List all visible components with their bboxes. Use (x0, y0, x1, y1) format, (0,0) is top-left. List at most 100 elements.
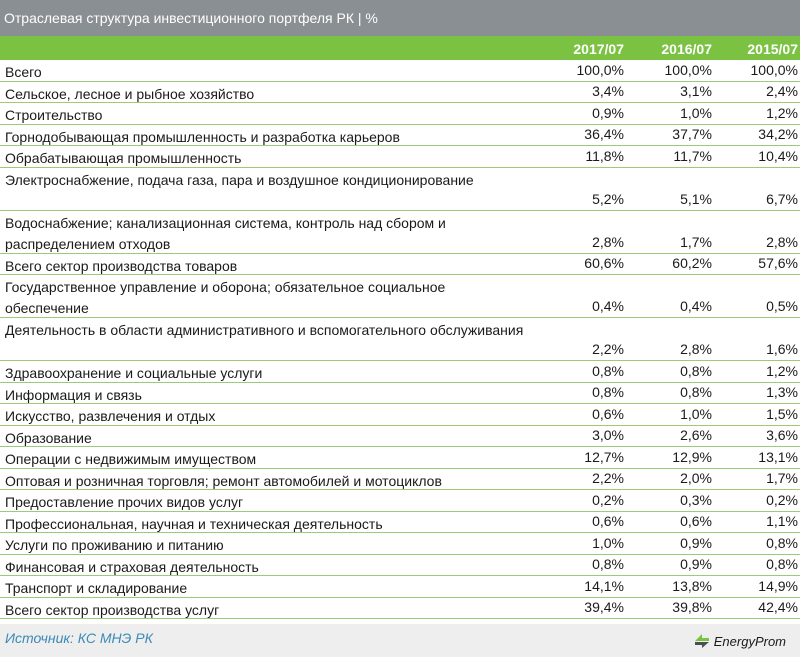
table-row: Деятельность в области административного… (0, 318, 800, 361)
row-value-2016-07: 1,7% (680, 233, 712, 250)
table-row: Всего сектор производства услуг 39,4% 39,8… (0, 598, 800, 619)
row-value-2015-07: 0,5% (766, 298, 798, 314)
energyprom-logo-icon (694, 634, 709, 648)
logo-text: EnergyProm (713, 633, 786, 649)
row-value-2015-07: 10,4% (758, 147, 798, 164)
row-value-2017-07: 14,1% (584, 577, 624, 594)
row-label: Строительство (5, 107, 103, 123)
row-value-2015-07: 1,7% (766, 470, 798, 486)
row-value-2016-07: 0,8% (680, 362, 712, 379)
row-value-2015-07: 1,6% (766, 341, 798, 357)
table-row: Строительство 0,9% 1,0% 1,2% (0, 103, 800, 125)
table-row: Горнодобывающая промышленность и разрабо… (0, 125, 800, 146)
row-value-2015-07: 100,0% (750, 61, 798, 78)
row-value-2015-07: 2,4% (766, 83, 798, 99)
row-value-2015-07: 1,3% (766, 384, 798, 400)
table-row: Сельское, лесное и рыбное хозяйство 3,4% 3… (0, 82, 800, 103)
row-value-2016-07: 13,8% (672, 577, 712, 594)
row-value-2015-07: 13,1% (758, 448, 798, 465)
row-label: Образование (5, 429, 92, 446)
row-value-2015-07: 0,8% (766, 534, 798, 551)
row-value-2015-07: 1,2% (766, 104, 798, 121)
table-header: 2017/07 2016/07 2015/07 (0, 36, 800, 60)
table-row: Всего сектор производства товаров 60,6% 60… (0, 254, 800, 275)
row-label: Электроснабжение, подача газа, пара и во… (5, 171, 474, 188)
row-value-2017-07: 2,2% (592, 341, 624, 357)
row-value-2016-07: 0,8% (680, 384, 712, 400)
row-value-2017-07: 0,4% (592, 298, 624, 314)
header-year-2016: 2016/07 (661, 41, 712, 57)
row-value-2016-07: 11,7% (673, 147, 712, 164)
row-value-2016-07: 3,1% (680, 83, 712, 99)
row-value-2015-07: 0,2% (766, 491, 798, 508)
row-value-2017-07: 3,0% (592, 427, 624, 443)
row-value-2015-07: 57,6% (758, 255, 798, 271)
row-value-2015-07: 14,9% (758, 577, 798, 594)
table-row: Информация и связь 0,8% 0,8% 1,3% (0, 383, 800, 404)
row-value-2015-07: 42,4% (758, 599, 798, 615)
row-value-2015-07: 1,5% (766, 405, 798, 422)
table-row: Искусство, развлечения и отдых 0,6% 1,0% 1,… (0, 404, 800, 426)
row-value-2017-07: 0,8% (592, 384, 624, 400)
row-value-2016-07: 0,3% (680, 491, 712, 508)
row-value-2015-07: 2,8% (766, 233, 798, 250)
row-label: Профессиональная, научная и техническая … (5, 515, 383, 532)
row-label: Всего (5, 64, 42, 80)
row-label: Всего сектор производства товаров (5, 257, 238, 274)
row-value-2017-07: 0,6% (592, 513, 624, 529)
row-value-2016-07: 0,9% (680, 534, 712, 551)
row-value-2017-07: 60,6% (584, 255, 624, 271)
row-label: Водоснабжение; канализационная система, … (5, 214, 446, 252)
row-label: Сельское, лесное и рыбное хозяйство (5, 85, 255, 102)
table-row: Обрабатывающая промышленность 11,8% 11,7% 1… (0, 146, 800, 168)
row-value-2017-07: 100,0% (576, 61, 624, 78)
row-value-2016-07: 5,1% (680, 190, 712, 207)
row-value-2016-07: 60,2% (672, 255, 712, 271)
row-value-2016-07: 0,9% (680, 556, 712, 572)
table-row: Образование 3,0% 2,6% 3,6% (0, 426, 800, 447)
row-value-2015-07: 1,1% (766, 513, 798, 529)
row-value-2017-07: 0,2% (592, 491, 624, 508)
row-label: Информация и связь (5, 386, 142, 403)
table-title: Отраслевая структура инвестиционного пор… (0, 0, 800, 36)
table-row: Электроснабжение, подача газа, пара и во… (0, 168, 800, 211)
row-value-2016-07: 0,4% (680, 298, 712, 314)
row-value-2015-07: 6,7% (766, 190, 798, 207)
table-row: Профессиональная, научная и техническая … (0, 512, 800, 533)
row-value-2017-07: 2,8% (592, 233, 624, 250)
row-value-2017-07: 11,8% (585, 147, 624, 164)
row-value-2016-07: 100,0% (664, 61, 712, 78)
table-row: Здравоохранение и социальные услуги 0,8% 0… (0, 361, 800, 383)
row-label: Здравоохранение и социальные услуги (5, 365, 263, 381)
table-body: Всего 100,0% 100,0% 100,0% Сельское, лесное … (0, 60, 800, 619)
row-label: Деятельность в области административного… (5, 322, 524, 338)
row-label: Искусство, развлечения и отдых (5, 408, 216, 424)
header-year-2015: 2015/07 (747, 41, 798, 57)
row-value-2017-07: 0,6% (592, 405, 624, 422)
row-label: Операции с недвижимым имуществом (5, 451, 257, 467)
table-row: Всего 100,0% 100,0% 100,0% (0, 60, 800, 82)
row-value-2015-07: 0,8% (766, 556, 798, 572)
energyprom-logo: EnergyProm (693, 629, 786, 653)
row-value-2015-07: 1,2% (766, 362, 798, 379)
row-value-2016-07: 39,8% (672, 599, 712, 615)
row-value-2016-07: 2,6% (680, 427, 712, 443)
row-label: Финансовая и страховая деятельность (5, 558, 259, 575)
row-value-2016-07: 1,0% (680, 104, 712, 121)
row-label: Государственное управление и оборона; об… (5, 279, 446, 316)
row-value-2016-07: 1,0% (680, 405, 712, 422)
table-row: Финансовая и страховая деятельность 0,8% 0… (0, 555, 800, 576)
row-value-2016-07: 37,7% (672, 126, 712, 142)
row-value-2017-07: 3,4% (592, 83, 624, 99)
row-label: Обрабатывающая промышленность (5, 150, 242, 166)
row-value-2016-07: 2,0% (680, 470, 712, 486)
row-label: Горнодобывающая промышленность и разрабо… (5, 128, 400, 145)
table-row: Предоставление прочих видов услуг 0,2% 0,3… (0, 490, 800, 512)
table-row: Услуги по проживанию и питанию 1,0% 0,9% 0,… (0, 533, 800, 555)
row-value-2017-07: 1,0% (592, 534, 624, 551)
row-label: Предоставление прочих видов услуг (5, 494, 244, 510)
row-value-2017-07: 39,4% (584, 599, 624, 615)
table-row: Водоснабжение; канализационная система, … (0, 211, 800, 254)
row-label: Услуги по проживанию и питанию (5, 537, 224, 553)
source-note: Источник: КС МНЭ РК (5, 630, 153, 646)
